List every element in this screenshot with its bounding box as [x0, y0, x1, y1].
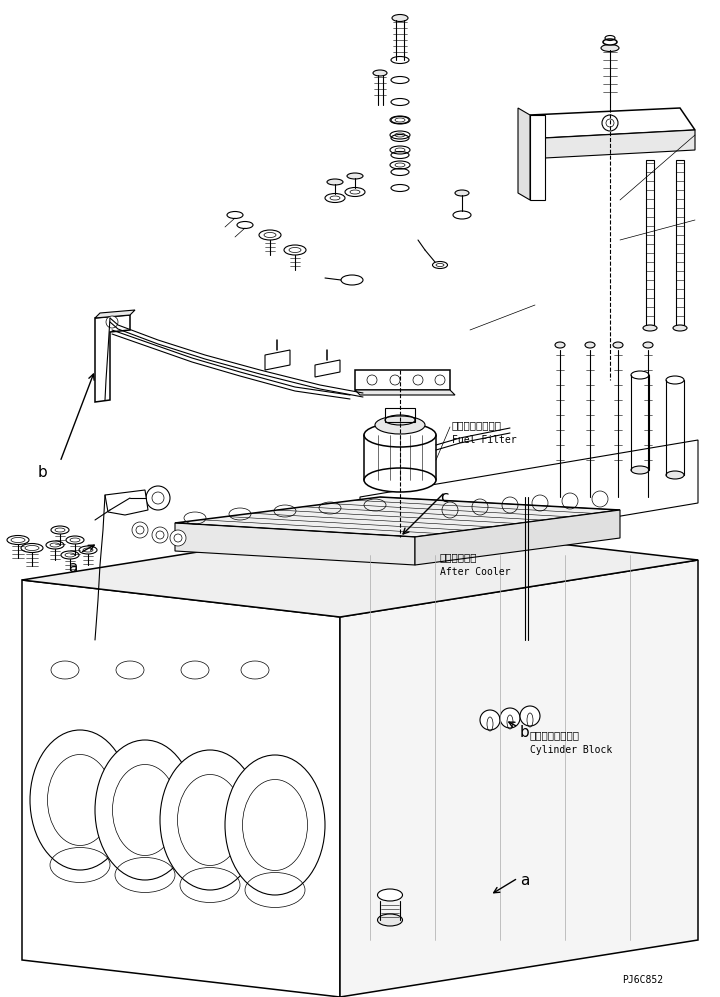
Ellipse shape	[373, 70, 387, 76]
Text: シリンダブロック: シリンダブロック	[530, 730, 580, 740]
Text: b: b	[520, 725, 530, 740]
Circle shape	[413, 375, 423, 385]
Ellipse shape	[601, 45, 619, 52]
Ellipse shape	[61, 551, 79, 559]
Ellipse shape	[327, 179, 343, 185]
Ellipse shape	[66, 536, 84, 544]
Ellipse shape	[79, 546, 97, 554]
Circle shape	[390, 375, 400, 385]
Circle shape	[500, 708, 520, 728]
Ellipse shape	[631, 466, 649, 474]
Circle shape	[602, 115, 618, 131]
Ellipse shape	[433, 261, 448, 268]
Ellipse shape	[613, 342, 623, 348]
Ellipse shape	[673, 325, 687, 331]
Polygon shape	[95, 310, 135, 318]
Ellipse shape	[7, 535, 29, 544]
Ellipse shape	[666, 471, 684, 479]
Ellipse shape	[21, 543, 43, 552]
Ellipse shape	[225, 755, 325, 895]
Circle shape	[480, 710, 500, 730]
Polygon shape	[315, 360, 340, 377]
Polygon shape	[530, 108, 695, 138]
Polygon shape	[22, 580, 340, 997]
Text: Cylinder Block: Cylinder Block	[530, 745, 612, 755]
Ellipse shape	[284, 245, 306, 255]
Ellipse shape	[377, 889, 402, 901]
Ellipse shape	[555, 342, 565, 348]
Ellipse shape	[391, 168, 409, 175]
Ellipse shape	[377, 914, 402, 926]
Ellipse shape	[643, 325, 657, 331]
Ellipse shape	[391, 99, 409, 106]
Ellipse shape	[30, 730, 130, 870]
Text: Fuel Filter: Fuel Filter	[452, 435, 517, 445]
Polygon shape	[105, 490, 148, 515]
Polygon shape	[355, 390, 455, 395]
Polygon shape	[22, 523, 698, 617]
Ellipse shape	[347, 173, 363, 179]
Circle shape	[146, 486, 170, 510]
Circle shape	[170, 530, 186, 546]
Text: After Cooler: After Cooler	[440, 567, 510, 577]
Ellipse shape	[95, 740, 195, 880]
Circle shape	[435, 375, 445, 385]
Text: アフタクーラ: アフタクーラ	[440, 552, 477, 562]
Text: c: c	[440, 490, 449, 505]
Ellipse shape	[453, 211, 471, 219]
Ellipse shape	[455, 190, 469, 196]
Polygon shape	[530, 130, 695, 158]
Ellipse shape	[375, 416, 425, 434]
Polygon shape	[355, 370, 450, 390]
Ellipse shape	[391, 57, 409, 64]
Ellipse shape	[345, 187, 365, 196]
Ellipse shape	[51, 526, 69, 534]
Ellipse shape	[603, 39, 617, 45]
Ellipse shape	[643, 342, 653, 348]
Polygon shape	[518, 108, 530, 200]
Ellipse shape	[391, 184, 409, 191]
Ellipse shape	[259, 230, 281, 240]
Polygon shape	[175, 523, 415, 565]
Ellipse shape	[364, 468, 436, 492]
Ellipse shape	[666, 376, 684, 384]
Ellipse shape	[160, 750, 260, 890]
Text: PJ6C852: PJ6C852	[622, 975, 663, 985]
Ellipse shape	[46, 541, 64, 549]
Ellipse shape	[364, 423, 436, 447]
Ellipse shape	[325, 193, 345, 202]
Circle shape	[106, 316, 118, 328]
Ellipse shape	[392, 15, 408, 22]
Text: a: a	[520, 873, 529, 888]
Ellipse shape	[391, 135, 409, 142]
Bar	[676, 160, 684, 325]
Polygon shape	[95, 315, 130, 402]
Polygon shape	[360, 440, 698, 560]
Circle shape	[367, 375, 377, 385]
Polygon shape	[340, 560, 698, 997]
Ellipse shape	[391, 117, 409, 124]
Polygon shape	[175, 497, 620, 537]
Circle shape	[152, 527, 168, 543]
Circle shape	[520, 706, 540, 726]
Text: b: b	[38, 465, 48, 480]
Ellipse shape	[585, 342, 595, 348]
Polygon shape	[530, 115, 545, 200]
Text: フェエルフィルタ: フェエルフィルタ	[452, 420, 502, 430]
Circle shape	[132, 522, 148, 538]
Polygon shape	[415, 510, 620, 565]
Bar	[385, 408, 415, 422]
Ellipse shape	[391, 152, 409, 159]
Bar	[646, 160, 654, 325]
Ellipse shape	[391, 77, 409, 84]
Polygon shape	[265, 350, 290, 370]
Ellipse shape	[631, 371, 649, 379]
Text: a: a	[68, 560, 77, 575]
Ellipse shape	[341, 275, 363, 285]
